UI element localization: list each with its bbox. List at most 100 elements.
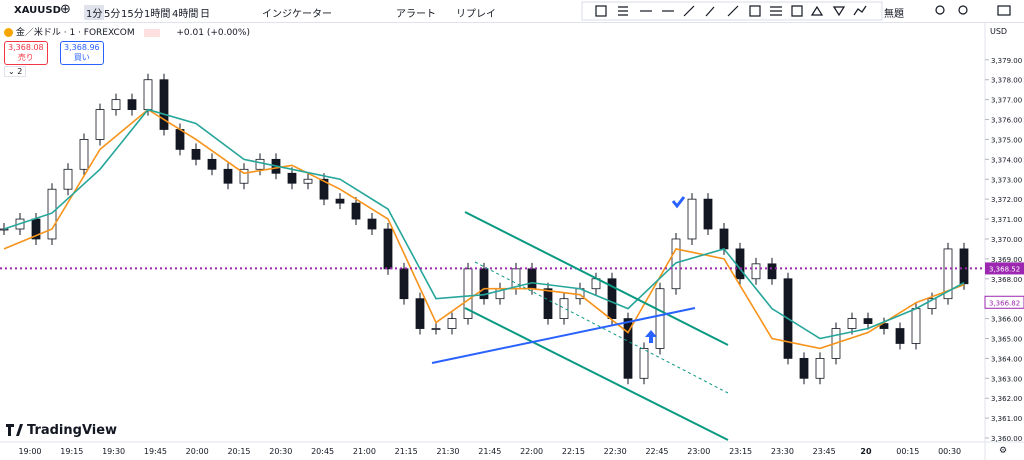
- channel-lower: [464, 307, 729, 441]
- legend-title: 金／米ドル · 1 · FOREXCOM: [15, 28, 135, 38]
- y-tick-label: 3,366.00: [991, 316, 1022, 324]
- candle: [879, 323, 889, 329]
- interval[interactable]: 4時間: [172, 9, 199, 20]
- y-tick-label: 3,376.00: [991, 117, 1022, 125]
- legend-change: +0.01 (+0.00%): [176, 28, 250, 38]
- candle: [543, 288, 553, 319]
- y-tick-label: 3,372.00: [991, 196, 1022, 204]
- buy-button[interactable]: 3,368.96 買い: [60, 41, 104, 65]
- y-tick-label: 3,361.00: [991, 415, 1022, 423]
- indicators-button[interactable]: インジケーター: [262, 9, 332, 20]
- moving-average: [3, 108, 965, 340]
- alert-button[interactable]: アラート: [396, 9, 436, 20]
- candle: [399, 268, 409, 300]
- candle: [191, 148, 201, 160]
- candle: [863, 318, 873, 324]
- symbol-icon: [4, 28, 13, 37]
- add-symbol[interactable]: ⊕: [60, 2, 71, 17]
- x-tick-label: 23:15: [729, 447, 752, 456]
- x-tick-label: 22:30: [604, 447, 627, 456]
- sell-button[interactable]: 3,368.08 売り: [4, 41, 48, 65]
- candle: [735, 248, 745, 280]
- candle: [383, 228, 393, 270]
- price-label: 3,368.52: [989, 265, 1020, 273]
- interval[interactable]: 15分: [121, 9, 144, 20]
- check-mark: [671, 196, 686, 209]
- candle: [63, 168, 73, 190]
- interval[interactable]: 1時間: [144, 9, 171, 20]
- x-tick-label: 21:45: [478, 447, 501, 456]
- candle: [479, 268, 489, 300]
- candle: [655, 288, 665, 349]
- trend-line: [431, 307, 696, 364]
- x-tick-label: 19:30: [102, 447, 125, 456]
- layout-name[interactable]: 無題: [884, 9, 904, 20]
- x-tick-label: 19:00: [18, 447, 41, 456]
- candle: [639, 348, 649, 379]
- interval[interactable]: 日: [200, 9, 210, 20]
- legend: 金／米ドル · 1 · FOREXCOM +0.01 (+0.00%): [4, 25, 250, 38]
- candle: [143, 79, 153, 110]
- y-tick-label: 3,364.00: [991, 355, 1022, 363]
- sell-price: 3,368.08: [8, 43, 44, 52]
- symbol[interactable]: XAUUSD: [14, 5, 61, 16]
- arrow-up: [645, 330, 657, 343]
- x-tick-label: 20:00: [186, 447, 209, 456]
- y-tick-label: 3,368.00: [991, 276, 1022, 284]
- plot: 3,360.00 3,361.00 3,362.00 3,363.00 3,364.00…: [0, 57, 1024, 456]
- candle: [959, 248, 969, 285]
- toolbar: XAUUSD ⊕ 1分 5分 15分 1時間 4時間 日 インジケーター アラー…: [0, 0, 1024, 23]
- candle: [207, 158, 217, 170]
- candle: [927, 298, 937, 310]
- y-tick-label: 3,365.00: [991, 335, 1022, 343]
- candle: [447, 318, 457, 329]
- candle: [527, 268, 537, 290]
- sell-label: 売り: [17, 53, 34, 62]
- x-tick-label: 20: [860, 447, 872, 456]
- y-tick-label: 3,360.00: [991, 435, 1022, 443]
- candle: [335, 198, 345, 204]
- candle: [415, 298, 425, 329]
- x-tick-label: 21:15: [395, 447, 418, 456]
- y-tick-label: 3,362.00: [991, 395, 1022, 403]
- candle: [111, 99, 121, 110]
- candle: [943, 248, 953, 300]
- x-tick-label: 23:00: [687, 447, 710, 456]
- replay-button[interactable]: リプレイ: [456, 9, 496, 20]
- candle: [911, 308, 921, 344]
- candle: [815, 357, 825, 379]
- candle: [703, 198, 713, 230]
- candle: [127, 99, 137, 110]
- price-label-bg: [985, 262, 1024, 275]
- indicator-toggle[interactable]: [143, 28, 160, 37]
- y-tick-label: 3,375.00: [991, 136, 1022, 144]
- currency: USD: [990, 27, 1007, 36]
- interval[interactable]: 5分: [104, 9, 121, 20]
- y-tick-label: 3,370.00: [991, 236, 1022, 244]
- y-tick-label: 3,373.00: [991, 176, 1022, 184]
- indicator-count[interactable]: ⌄ 2: [4, 66, 27, 77]
- last-price-label: 3,366.82: [989, 299, 1020, 307]
- candle: [175, 129, 185, 150]
- y-tick-label: 3,378.00: [991, 77, 1022, 85]
- candle: [687, 198, 697, 240]
- moving-average: [3, 108, 965, 350]
- candle: [607, 278, 617, 319]
- interval[interactable]: 1分: [84, 5, 105, 20]
- x-tick-label: 22:00: [520, 447, 543, 456]
- candle: [95, 109, 105, 140]
- candle: [367, 218, 377, 230]
- x-tick-label: 20:15: [227, 447, 250, 456]
- x-tick-label: 21:30: [436, 447, 459, 456]
- y-tick-label: 3,371.00: [991, 216, 1022, 224]
- last-price-bg: [984, 295, 1024, 309]
- settings-icon[interactable]: ⚙: [999, 446, 1007, 456]
- candle: [847, 318, 857, 329]
- x-tick-label: 00:30: [938, 447, 961, 456]
- channel-upper: [464, 211, 729, 346]
- x-tick-label: 19:45: [144, 447, 167, 456]
- candle: [223, 168, 233, 184]
- candle: [767, 263, 777, 280]
